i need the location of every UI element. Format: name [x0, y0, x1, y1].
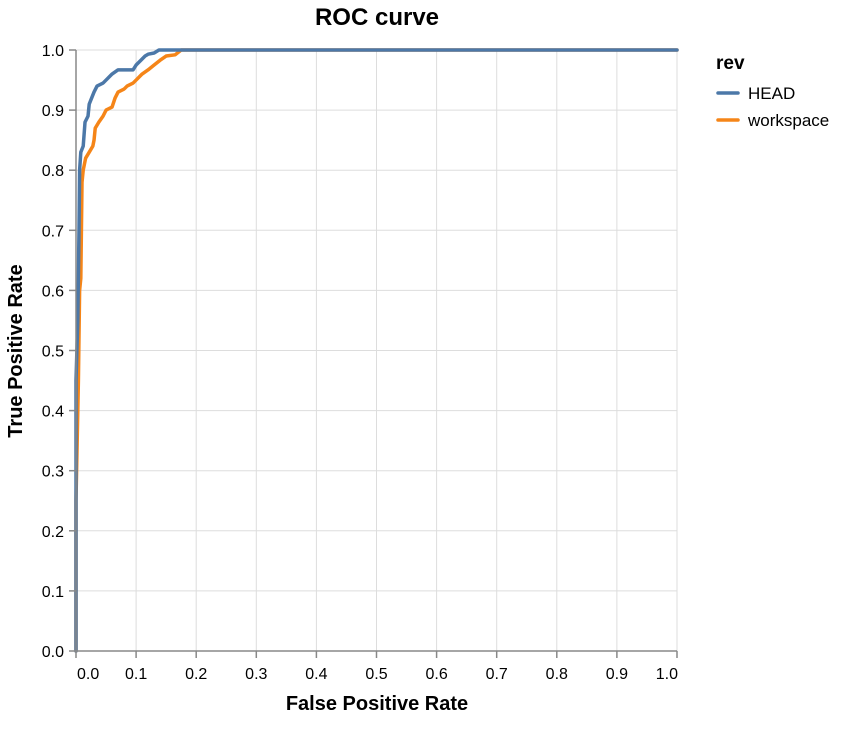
y-tick-label: 0.6: [42, 283, 64, 300]
series-line-workspace: [74, 48, 679, 653]
x-tick-label: 0.4: [305, 666, 327, 683]
series-line-head: [74, 48, 679, 653]
x-tick-label: 0.2: [185, 666, 207, 683]
y-tick-label: 0.4: [42, 404, 64, 421]
x-tick-label: 0.5: [365, 666, 387, 683]
legend-items: HEAD workspace: [716, 84, 829, 130]
y-tick-label: 0.1: [42, 584, 64, 601]
x-tick-label: 0.1: [125, 666, 147, 683]
y-tick-label: 0.3: [42, 464, 64, 481]
x-axis-title: False Positive Rate: [286, 693, 468, 715]
x-tick-label: 0.7: [486, 666, 508, 683]
y-tick-label: 0.9: [42, 103, 64, 120]
y-tick-label: 1.0: [42, 43, 64, 60]
y-tick-label: 0.7: [42, 223, 64, 240]
x-tick-label: 0.0: [77, 666, 99, 683]
y-axis-ticks: 0.0 0.1 0.2 0.3 0.4 0.5 0.6 0.7 0.8 0.9 1.0: [42, 43, 76, 661]
y-axis-title: True Positive Rate: [5, 264, 27, 437]
x-tick-label: 0.8: [546, 666, 568, 683]
y-tick-label: 0.8: [42, 163, 64, 180]
x-tick-label: 0.3: [245, 666, 267, 683]
x-axis-ticks: 0.0 0.1 0.2 0.3 0.4 0.5 0.6 0.7 0.8 0.9 1.0: [75, 651, 678, 683]
plot-series: [74, 48, 679, 653]
legend-label-head: HEAD: [748, 84, 795, 103]
x-tick-label: 1.0: [656, 666, 678, 683]
legend-label-workspace: workspace: [747, 111, 829, 130]
chart-title: ROC curve: [315, 4, 439, 31]
x-tick-label: 0.9: [606, 666, 628, 683]
legend: rev HEAD workspace: [716, 53, 829, 130]
y-tick-label: 0.5: [42, 344, 64, 361]
legend-title: rev: [716, 53, 745, 74]
x-tick-label: 0.6: [425, 666, 447, 683]
y-tick-label: 0.2: [42, 524, 64, 541]
y-tick-label: 0.0: [42, 644, 64, 661]
